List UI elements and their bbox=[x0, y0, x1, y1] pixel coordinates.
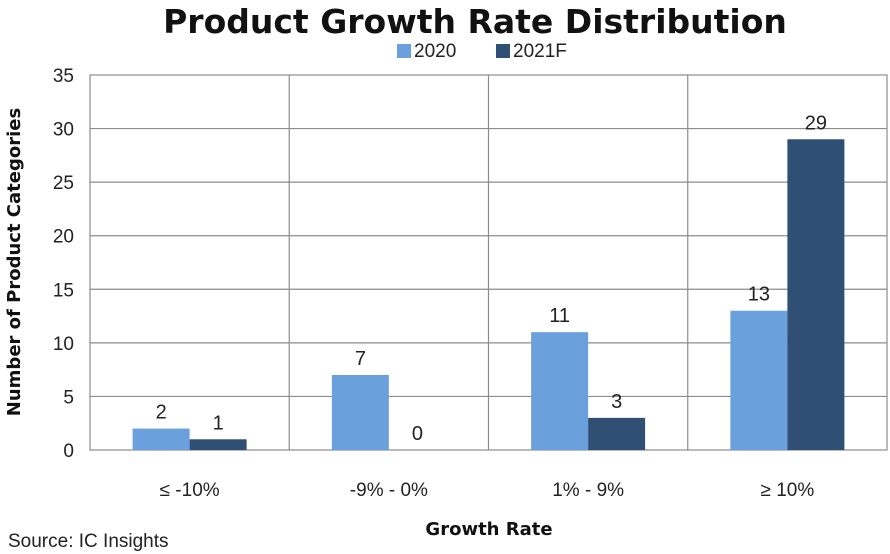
data-labels: 2 1 7 0 11 3 13 29 bbox=[156, 112, 827, 445]
bar-2020 bbox=[331, 375, 389, 450]
y-tick-label: 10 bbox=[53, 334, 74, 355]
y-tick-label: 15 bbox=[53, 280, 74, 301]
x-tick-label: -9% - 0% bbox=[350, 480, 428, 501]
y-axis-ticks: 0 5 10 15 20 25 30 35 bbox=[53, 66, 74, 462]
legend-label-2020: 2020 bbox=[414, 41, 456, 62]
x-tick-label: 1% - 9% bbox=[552, 480, 624, 501]
y-tick-label: 20 bbox=[53, 227, 74, 248]
chart-title: Product Growth Rate Distribution bbox=[163, 2, 787, 41]
bar-2021f bbox=[189, 439, 247, 450]
data-label-2021f: 29 bbox=[805, 112, 827, 134]
data-label-2021f: 3 bbox=[611, 391, 622, 413]
x-tick-label: ≤ -10% bbox=[160, 480, 220, 501]
bar-2021f bbox=[588, 417, 646, 450]
bar-2021f bbox=[787, 139, 845, 451]
x-tick-label: ≥ 10% bbox=[761, 480, 815, 501]
bar-2020 bbox=[730, 310, 788, 450]
data-label-2020: 13 bbox=[748, 284, 770, 306]
legend-swatch-2021f bbox=[496, 44, 510, 58]
y-axis-title: Number of Product Categories bbox=[4, 108, 25, 416]
data-label-2020: 2 bbox=[156, 402, 167, 424]
legend-swatch-2020 bbox=[397, 44, 411, 58]
x-axis-ticks: ≤ -10% -9% - 0% 1% - 9% ≥ 10% bbox=[160, 480, 815, 501]
y-tick-label: 5 bbox=[63, 387, 74, 408]
data-label-2020: 7 bbox=[355, 348, 366, 370]
bar-2020 bbox=[531, 332, 589, 450]
source-note: Source: IC Insights bbox=[8, 531, 169, 552]
y-tick-label: 30 bbox=[53, 120, 74, 141]
x-axis-title: Growth Rate bbox=[425, 519, 552, 540]
y-tick-label: 0 bbox=[63, 441, 74, 462]
legend-label-2021f: 2021F bbox=[513, 41, 567, 62]
y-tick-label: 25 bbox=[53, 173, 74, 194]
data-label-2020: 11 bbox=[549, 305, 570, 327]
plot-frame bbox=[89, 74, 888, 451]
y-tick-label: 35 bbox=[53, 66, 74, 87]
legend: 2020 2021F bbox=[397, 41, 567, 62]
bars bbox=[132, 139, 845, 451]
data-label-2021f: 1 bbox=[213, 412, 224, 434]
bar-2020 bbox=[132, 428, 190, 450]
data-label-2021f: 0 bbox=[412, 423, 423, 445]
